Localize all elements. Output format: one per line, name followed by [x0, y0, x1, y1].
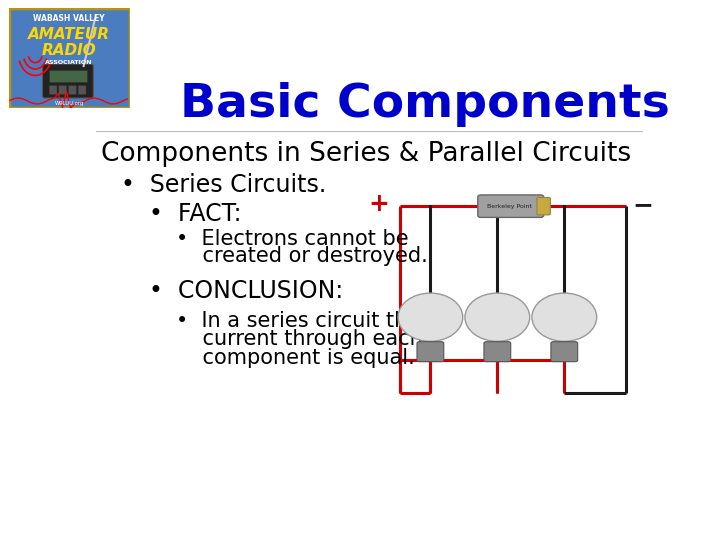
- FancyBboxPatch shape: [68, 85, 76, 94]
- Text: Components in Series & Parallel Circuits: Components in Series & Parallel Circuits: [101, 141, 631, 167]
- Text: AMATEUR: AMATEUR: [28, 26, 110, 42]
- FancyBboxPatch shape: [59, 85, 67, 94]
- FancyBboxPatch shape: [484, 342, 510, 362]
- FancyBboxPatch shape: [49, 85, 57, 94]
- Text: RADIO: RADIO: [42, 43, 96, 58]
- FancyBboxPatch shape: [9, 8, 130, 108]
- Circle shape: [465, 293, 530, 341]
- Text: ASSOCIATION: ASSOCIATION: [45, 59, 93, 65]
- FancyBboxPatch shape: [48, 70, 87, 82]
- Text: component is equal.: component is equal.: [176, 348, 415, 368]
- Text: WABASH VALLEY: WABASH VALLEY: [33, 14, 105, 23]
- Circle shape: [398, 293, 463, 341]
- Circle shape: [532, 293, 597, 341]
- Text: W9LUU.org: W9LUU.org: [55, 101, 84, 106]
- Text: created or destroyed.: created or destroyed.: [176, 246, 428, 266]
- FancyBboxPatch shape: [537, 198, 550, 215]
- Text: •  In a series circuit the: • In a series circuit the: [176, 310, 420, 330]
- FancyBboxPatch shape: [78, 85, 86, 94]
- FancyBboxPatch shape: [417, 342, 444, 362]
- Text: •  FACT:: • FACT:: [148, 202, 241, 226]
- FancyBboxPatch shape: [551, 342, 577, 362]
- Text: Berkeley Point: Berkeley Point: [487, 204, 532, 208]
- Text: •  Electrons cannot be: • Electrons cannot be: [176, 230, 409, 249]
- Text: −: −: [632, 193, 653, 217]
- Text: current through each: current through each: [176, 329, 423, 349]
- Text: •  CONCLUSION:: • CONCLUSION:: [148, 279, 343, 303]
- Text: •  Series Circuits.: • Series Circuits.: [121, 173, 326, 198]
- Text: +: +: [369, 192, 390, 216]
- FancyBboxPatch shape: [42, 64, 94, 98]
- FancyBboxPatch shape: [478, 195, 544, 218]
- Text: Basic Components: Basic Components: [180, 82, 670, 127]
